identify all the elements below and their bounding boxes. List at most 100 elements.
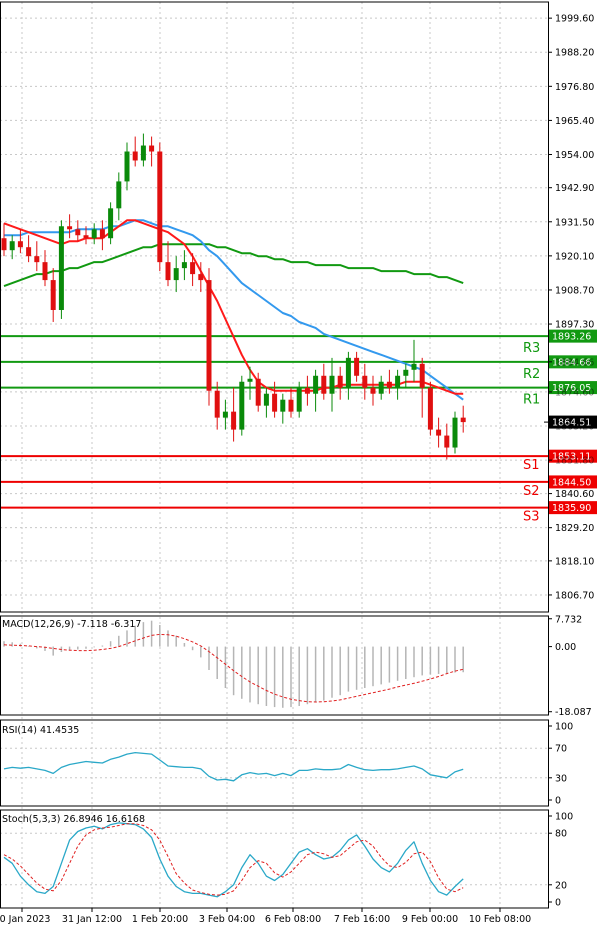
candle-body xyxy=(452,417,458,448)
level-name-r3: R3 xyxy=(523,341,540,356)
level-name-s2: S2 xyxy=(523,484,540,499)
candle-body xyxy=(239,381,245,430)
level-price-box-r1 xyxy=(549,381,597,395)
macd-signal-line xyxy=(3,633,464,703)
candle-body xyxy=(411,363,417,370)
price-tick-label: 1908.70 xyxy=(555,285,594,296)
rsi-tick-label: 100 xyxy=(555,722,573,733)
level-price-box-r2 xyxy=(549,355,597,369)
indicator-panel-frame-2 xyxy=(0,809,549,909)
stoch-title: Stoch(5,3,3) 26.8946 16.6168 xyxy=(2,814,145,825)
level-name-s3: S3 xyxy=(523,510,540,525)
macd-tick-label: 0.00 xyxy=(555,642,576,653)
price-tick-label: 1884.66 xyxy=(555,357,594,368)
candle-body xyxy=(75,229,81,236)
candle-body xyxy=(272,393,278,412)
panel-frames xyxy=(0,1,549,909)
price-tick-label: 1988.20 xyxy=(555,48,594,59)
level-price-r1: 1876.05 xyxy=(552,383,591,394)
candle-body xyxy=(222,411,228,418)
candle-body xyxy=(17,241,23,248)
candle-body xyxy=(337,375,343,388)
price-tick-label: 1874.60 xyxy=(555,387,594,398)
time-tick-label: 30 Jan 2023 xyxy=(0,914,50,925)
rsi-tick-label: 0 xyxy=(555,796,561,807)
candle-body xyxy=(419,363,425,388)
candle-body xyxy=(50,280,56,310)
time-tick-label: 9 Feb 00:00 xyxy=(402,914,458,925)
level-price-r2: 1884.66 xyxy=(552,357,591,368)
candle-body xyxy=(9,241,15,251)
candle-body xyxy=(83,235,89,239)
candle-body xyxy=(165,262,171,281)
time-tick-label: 1 Feb 20:00 xyxy=(132,914,188,925)
candle-body xyxy=(124,151,130,182)
ma-mid-line xyxy=(4,219,464,401)
candle-body xyxy=(329,375,335,394)
stoch-tick-label: 20 xyxy=(555,880,567,891)
candle-body xyxy=(403,369,409,376)
level-price-box-s1 xyxy=(549,449,597,463)
time-tick-label: 3 Feb 04:00 xyxy=(199,914,255,925)
candle-body xyxy=(427,387,433,430)
time-tick-label: 10 Feb 08:00 xyxy=(469,914,531,925)
level-price-box-r3 xyxy=(549,329,597,343)
level-price-box-s2 xyxy=(549,475,597,489)
rsi-tick-label: 30 xyxy=(555,773,567,784)
current-price-box xyxy=(549,415,597,429)
candle-body xyxy=(26,247,32,257)
candle-body xyxy=(362,375,368,388)
candle-body xyxy=(288,399,294,412)
candle-body xyxy=(214,390,220,418)
price-tick-label: 1942.90 xyxy=(555,183,594,194)
price-tick-label: 1920.10 xyxy=(555,251,594,262)
candlesticks xyxy=(1,133,466,460)
stoch-tick-label: 100 xyxy=(555,812,573,823)
candle-body xyxy=(1,238,7,251)
time-tick-label: 6 Feb 08:00 xyxy=(265,914,321,925)
moving-averages xyxy=(3,219,464,401)
ma-slow-line xyxy=(3,243,464,288)
price-tick-label: 1806.70 xyxy=(555,590,594,601)
candle-body xyxy=(263,393,269,406)
level-price-s1: 1853.11 xyxy=(552,452,591,463)
price-axis: 1999.60 1988.20 1976.80 1965.40 1954.00 1942.… xyxy=(548,14,594,909)
candle-body xyxy=(58,226,64,310)
candle-body xyxy=(149,145,155,152)
candle-body xyxy=(378,381,384,394)
candle-body xyxy=(132,151,138,161)
candle-body xyxy=(181,262,187,269)
support-resistance-levels: R3 1893.26 R2 1884.66 R1 1876.05 S1 1853.11 S2 18… xyxy=(0,329,597,525)
candle-body xyxy=(444,435,450,448)
candle-body xyxy=(91,229,97,239)
indicator-titles: MACD(12,26,9) -7.118 -6.317 RSI(14) 41.4… xyxy=(2,619,145,825)
stoch-k-line xyxy=(3,822,464,898)
time-tick-label: 7 Feb 16:00 xyxy=(334,914,390,925)
level-price-box-s3 xyxy=(549,501,597,515)
price-tick-label: 1976.80 xyxy=(555,82,594,93)
macd-title: MACD(12,26,9) -7.118 -6.317 xyxy=(2,619,141,630)
candle-body xyxy=(198,274,204,281)
candle-body xyxy=(296,387,302,412)
level-price-r3: 1893.26 xyxy=(552,332,591,343)
current-price-label: 1864.51 xyxy=(552,418,591,429)
level-name-r2: R2 xyxy=(523,367,540,382)
candle-body xyxy=(206,280,212,391)
candle-body xyxy=(116,181,122,209)
candle-body xyxy=(42,262,48,281)
time-axis: 30 Jan 2023 31 Jan 12:00 1 Feb 20:00 3 Feb … xyxy=(0,908,531,925)
candle-body xyxy=(190,262,196,275)
candle-body xyxy=(173,268,179,281)
indicator-panels xyxy=(3,620,464,898)
candle-body xyxy=(321,375,327,394)
price-tick-label: 1999.60 xyxy=(555,14,594,25)
price-tick-label: 1840.60 xyxy=(555,489,594,500)
candle-body xyxy=(386,381,392,388)
time-tick-label: 31 Jan 12:00 xyxy=(62,914,122,925)
candle-body xyxy=(354,357,360,376)
stoch-tick-label: 80 xyxy=(555,829,567,840)
candle-body xyxy=(370,387,376,394)
price-tick-label: 1954.00 xyxy=(555,150,594,161)
